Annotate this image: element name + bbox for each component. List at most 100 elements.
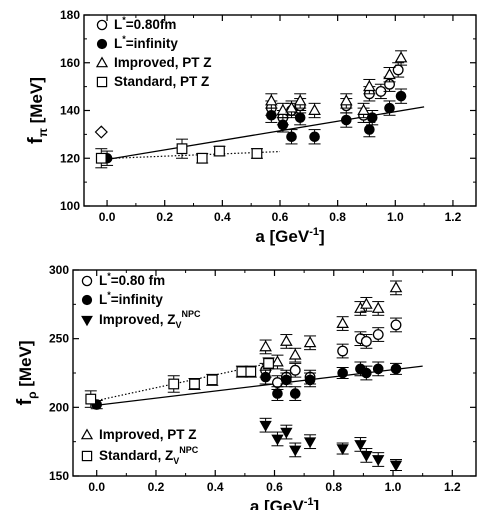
data-point bbox=[360, 335, 372, 347]
data-point bbox=[289, 445, 302, 457]
legend-label: Improved, PT Z bbox=[99, 427, 197, 442]
legend-marker bbox=[81, 315, 93, 327]
data-point bbox=[337, 367, 348, 379]
legend-marker bbox=[95, 56, 109, 68]
data-point bbox=[384, 102, 395, 114]
legend-label-base: Improved, PT Z bbox=[99, 427, 197, 442]
data-point bbox=[390, 363, 402, 375]
data-point bbox=[304, 374, 316, 386]
legend-label-sub: V bbox=[173, 456, 179, 466]
legend-label-rest: =infinity bbox=[111, 292, 164, 307]
y-tick-label: 120 bbox=[60, 151, 80, 165]
data-point bbox=[360, 451, 373, 462]
x-axis-label-base: a [GeV bbox=[255, 227, 310, 246]
legend-item: L*=infinity bbox=[96, 34, 178, 51]
data-point bbox=[260, 371, 271, 383]
x-tick-label: 1.0 bbox=[387, 210, 404, 224]
legend-marker bbox=[96, 76, 108, 88]
data-point bbox=[337, 345, 349, 357]
legend-label-base: Improved, Z bbox=[99, 312, 176, 327]
x-tick-label: 0.0 bbox=[99, 210, 116, 224]
data-point bbox=[280, 427, 293, 439]
y-axis-label-rest: [MeV] bbox=[27, 77, 46, 128]
x-axis-label: a [GeV-1] bbox=[250, 496, 319, 510]
legend-item: L*=0.80fm bbox=[96, 15, 176, 32]
data-point bbox=[289, 388, 301, 399]
data-point bbox=[276, 103, 290, 115]
legend-label-rest: =0.80fm bbox=[126, 17, 177, 32]
legend-label-base: L bbox=[114, 36, 122, 51]
data-point bbox=[266, 109, 277, 121]
data-point bbox=[214, 145, 225, 157]
data-point bbox=[259, 420, 272, 432]
data-point bbox=[251, 148, 263, 159]
legend-item: Improved, PT Z bbox=[95, 55, 212, 70]
legend-label: L*=infinity bbox=[114, 34, 178, 51]
data-point bbox=[271, 355, 284, 367]
data-point bbox=[288, 348, 302, 360]
y-axis-label-base: f bbox=[14, 399, 36, 406]
x-axis-label-close: ] bbox=[313, 497, 319, 510]
data-point bbox=[236, 366, 248, 378]
x-axis-label-close: ] bbox=[319, 227, 325, 246]
data-point bbox=[363, 79, 376, 92]
legend-marker bbox=[81, 275, 93, 287]
legend-label-base: Standard, PT Z bbox=[114, 74, 209, 89]
y-tick-label: 160 bbox=[60, 56, 80, 70]
x-tick-label: 1.2 bbox=[445, 210, 462, 224]
x-tick-label: 0.6 bbox=[272, 210, 289, 224]
data-point bbox=[277, 119, 289, 131]
data-point bbox=[308, 103, 321, 115]
data-point bbox=[95, 152, 107, 164]
data-point bbox=[336, 444, 349, 456]
data-point bbox=[263, 357, 274, 369]
data-point bbox=[339, 94, 353, 106]
data-point bbox=[389, 281, 403, 293]
data-point bbox=[168, 378, 180, 390]
y-axis-label-sub: ρ bbox=[25, 391, 39, 398]
data-point bbox=[176, 143, 188, 155]
data-point bbox=[280, 334, 293, 346]
x-tick-label: 0.2 bbox=[148, 480, 165, 494]
y-tick-label: 150 bbox=[49, 469, 69, 483]
legend-marker bbox=[81, 450, 93, 462]
data-point bbox=[303, 437, 317, 449]
legend-item: Standard, ZVNPC bbox=[81, 445, 199, 466]
y-tick-label: 100 bbox=[60, 199, 80, 213]
y-tick-label: 140 bbox=[60, 104, 80, 118]
data-point bbox=[85, 393, 97, 405]
legend-marker bbox=[81, 294, 93, 306]
legend-label-rest: =infinity bbox=[126, 36, 179, 51]
x-axis-label-base: a [GeV bbox=[250, 497, 305, 510]
legend-label: L*=0.80fm bbox=[114, 15, 176, 32]
legend-item: L*=infinity bbox=[81, 290, 164, 307]
legend-label-sub: V bbox=[176, 320, 182, 330]
y-axis-label: fπ [MeV] bbox=[25, 77, 50, 144]
data-point bbox=[286, 131, 297, 143]
y-axis-label-rest: [MeV] bbox=[16, 340, 35, 391]
x-axis-label: a [GeV-1] bbox=[255, 226, 324, 246]
data-point bbox=[390, 319, 402, 331]
legend-item: Improved, PT Z bbox=[80, 427, 197, 442]
x-tick-label: 1.0 bbox=[385, 480, 402, 494]
legend-item: Standard, PT Z bbox=[96, 74, 209, 89]
data-point bbox=[389, 460, 403, 472]
y-axis-label: fρ [MeV] bbox=[14, 340, 39, 405]
data-point bbox=[272, 388, 283, 399]
legend-label-base: L bbox=[114, 17, 122, 32]
data-point bbox=[271, 434, 284, 446]
legend-label: Standard, PT Z bbox=[114, 74, 209, 89]
x-tick-label: 0.6 bbox=[266, 480, 283, 494]
data-point bbox=[303, 336, 317, 348]
data-point bbox=[372, 455, 385, 467]
data-point bbox=[392, 64, 404, 76]
data-point bbox=[281, 374, 292, 386]
legend-label-sup: * bbox=[122, 34, 126, 44]
chart-panel-2: 0.0 0.2 0.4 0.6 0.8 1.0 1.2 150 200 250 300 a [GeV-… bbox=[14, 263, 477, 510]
data-point bbox=[196, 152, 208, 164]
legend-label-sup: NPC bbox=[179, 445, 199, 455]
data-point bbox=[383, 67, 396, 80]
x-axis-label-sup: -1 bbox=[304, 496, 314, 508]
legend-item: Improved, ZVNPC bbox=[81, 309, 201, 330]
